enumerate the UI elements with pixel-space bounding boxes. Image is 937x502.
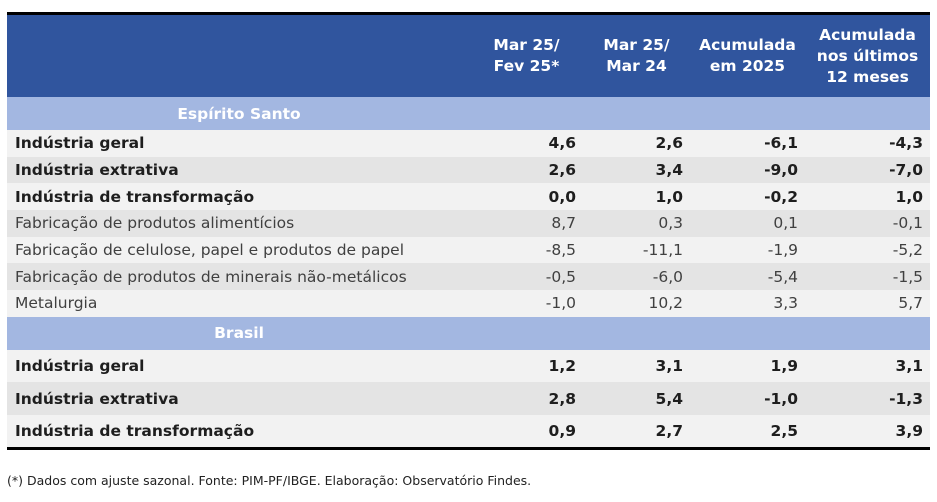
value-cell: 3,3 xyxy=(690,290,805,317)
row-label: Indústria de transformação xyxy=(7,414,470,449)
row-label: Indústria geral xyxy=(7,130,470,157)
column-header: Mar 25/ Fev 25* xyxy=(470,13,583,97)
column-header: Acumulada em 2025 xyxy=(690,13,805,97)
row-label: Indústria extrativa xyxy=(7,382,470,415)
row-label: Indústria de transformação xyxy=(7,183,470,211)
value-cell: -0,2 xyxy=(690,183,805,211)
value-cell: 0,0 xyxy=(470,183,583,211)
value-cell: 2,7 xyxy=(583,414,690,449)
table-row: Fabricação de celulose, papel e produtos… xyxy=(7,236,930,264)
industry-production-table: Mar 25/ Fev 25* Mar 25/ Mar 24 Acumulada e… xyxy=(7,12,930,451)
value-cell: -1,0 xyxy=(470,290,583,317)
value-cell: -7,0 xyxy=(805,156,930,184)
section-title: Espírito Santo xyxy=(7,97,470,130)
value-cell: -11,1 xyxy=(583,236,690,264)
value-cell: -1,3 xyxy=(805,382,930,415)
column-header: Acumulada nos últimos 12 meses xyxy=(805,13,930,97)
value-cell: 0,1 xyxy=(690,210,805,237)
value-cell: 3,1 xyxy=(583,349,690,383)
section-fill xyxy=(470,316,930,350)
section-row: Brasil xyxy=(7,316,930,350)
value-cell: 3,1 xyxy=(805,349,930,383)
row-label: Fabricação de celulose, papel e produtos… xyxy=(7,236,470,264)
value-cell: 5,4 xyxy=(583,382,690,415)
value-cell: 1,2 xyxy=(470,349,583,383)
value-cell: 1,0 xyxy=(805,183,930,211)
table-row: Indústria de transformação 0,0 1,0 -0,2 1,0 xyxy=(7,183,930,211)
row-label: Metalurgia xyxy=(7,290,470,317)
value-cell: 4,6 xyxy=(470,130,583,157)
value-cell: -9,0 xyxy=(690,156,805,184)
value-cell: 2,6 xyxy=(470,156,583,184)
value-cell: 3,4 xyxy=(583,156,690,184)
value-cell: -4,3 xyxy=(805,130,930,157)
value-cell: 2,5 xyxy=(690,414,805,449)
value-cell: -0,1 xyxy=(805,210,930,237)
value-cell: 3,9 xyxy=(805,414,930,449)
row-label: Indústria extrativa xyxy=(7,156,470,184)
value-cell: 0,9 xyxy=(470,414,583,449)
value-cell: -5,4 xyxy=(690,263,805,291)
value-cell: -6,1 xyxy=(690,130,805,157)
row-label: Fabricação de produtos alimentícios xyxy=(7,210,470,237)
row-label: Indústria geral xyxy=(7,349,470,383)
table-row: Indústria de transformação 0,9 2,7 2,5 3,9 xyxy=(7,414,930,449)
value-cell: 8,7 xyxy=(470,210,583,237)
value-cell: 2,8 xyxy=(470,382,583,415)
value-cell: 1,9 xyxy=(690,349,805,383)
value-cell: -1,5 xyxy=(805,263,930,291)
table-row: Fabricação de produtos de minerais não-m… xyxy=(7,263,930,291)
section-row: Espírito Santo xyxy=(7,97,930,130)
value-cell: 1,0 xyxy=(583,183,690,211)
value-cell: 10,2 xyxy=(583,290,690,317)
column-header: Mar 25/ Mar 24 xyxy=(583,13,690,97)
table-row: Indústria extrativa 2,6 3,4 -9,0 -7,0 xyxy=(7,156,930,184)
table-row: Indústria extrativa 2,8 5,4 -1,0 -1,3 xyxy=(7,382,930,415)
value-cell: -1,9 xyxy=(690,236,805,264)
row-label: Fabricação de produtos de minerais não-m… xyxy=(7,263,470,291)
table-row: Fabricação de produtos alimentícios 8,7 0,… xyxy=(7,210,930,237)
table-row: Indústria geral 4,6 2,6 -6,1 -4,3 xyxy=(7,130,930,157)
column-header xyxy=(7,13,470,97)
value-cell: 0,3 xyxy=(583,210,690,237)
table-header-row: Mar 25/ Fev 25* Mar 25/ Mar 24 Acumulada e… xyxy=(7,13,930,97)
section-title: Brasil xyxy=(7,316,470,350)
table-row: Metalurgia -1,0 10,2 3,3 5,7 xyxy=(7,290,930,317)
value-cell: 5,7 xyxy=(805,290,930,317)
value-cell: -6,0 xyxy=(583,263,690,291)
value-cell: -5,2 xyxy=(805,236,930,264)
value-cell: -8,5 xyxy=(470,236,583,264)
value-cell: 2,6 xyxy=(583,130,690,157)
value-cell: -0,5 xyxy=(470,263,583,291)
table-row: Indústria geral 1,2 3,1 1,9 3,1 xyxy=(7,349,930,383)
value-cell: -1,0 xyxy=(690,382,805,415)
section-fill xyxy=(470,97,930,130)
footnote: (*) Dados com ajuste sazonal. Fonte: PIM… xyxy=(7,473,532,488)
